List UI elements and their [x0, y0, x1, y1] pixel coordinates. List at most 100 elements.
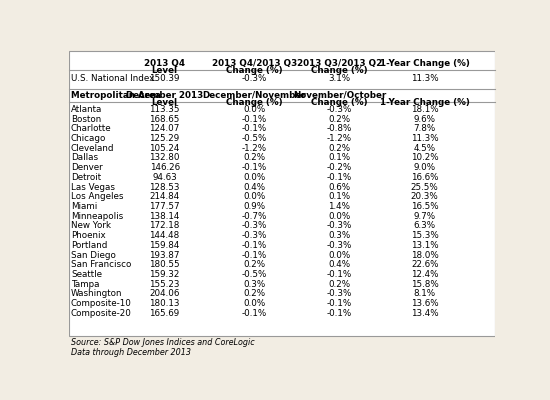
Text: 9.0%: 9.0% [414, 163, 436, 172]
Text: -0.1%: -0.1% [241, 241, 267, 250]
Text: 1-Year Change (%): 1-Year Change (%) [379, 98, 470, 107]
Text: -0.3%: -0.3% [327, 289, 352, 298]
Text: 146.26: 146.26 [150, 163, 180, 172]
Text: 4.5%: 4.5% [414, 144, 436, 153]
Text: Level: Level [152, 66, 178, 76]
Text: San Diego: San Diego [71, 250, 116, 260]
Text: 0.3%: 0.3% [243, 280, 265, 289]
Text: 0.9%: 0.9% [243, 202, 265, 211]
Text: 204.06: 204.06 [150, 289, 180, 298]
Text: 0.2%: 0.2% [243, 289, 265, 298]
Text: December 2013: December 2013 [126, 90, 204, 100]
Text: November/October: November/October [293, 90, 386, 100]
Text: U.S. National Index: U.S. National Index [71, 74, 154, 83]
Text: 168.65: 168.65 [150, 115, 180, 124]
Text: 0.2%: 0.2% [328, 115, 350, 124]
Text: -0.2%: -0.2% [327, 163, 352, 172]
Text: 0.1%: 0.1% [328, 192, 350, 201]
Text: 159.84: 159.84 [150, 241, 180, 250]
Text: 13.4%: 13.4% [411, 309, 438, 318]
Text: 11.3%: 11.3% [411, 134, 438, 143]
Text: 0.0%: 0.0% [328, 250, 350, 260]
Text: 2013 Q4: 2013 Q4 [144, 59, 185, 68]
Text: -0.3%: -0.3% [241, 222, 267, 230]
Text: 0.6%: 0.6% [328, 182, 350, 192]
Text: Las Vegas: Las Vegas [71, 182, 115, 192]
Text: -0.1%: -0.1% [241, 115, 267, 124]
Text: Level: Level [152, 98, 178, 107]
Text: Chicago: Chicago [71, 134, 106, 143]
Text: 159.32: 159.32 [150, 270, 180, 279]
Text: 138.14: 138.14 [150, 212, 180, 221]
Text: -0.5%: -0.5% [241, 134, 267, 143]
Text: 11.3%: 11.3% [411, 74, 438, 83]
Text: 105.24: 105.24 [150, 144, 180, 153]
Text: -0.1%: -0.1% [241, 250, 267, 260]
Text: Portland: Portland [71, 241, 107, 250]
Text: -1.2%: -1.2% [327, 134, 352, 143]
Text: -0.3%: -0.3% [241, 231, 267, 240]
Text: 0.2%: 0.2% [243, 154, 265, 162]
Text: 25.5%: 25.5% [411, 182, 438, 192]
Text: 7.8%: 7.8% [414, 124, 436, 133]
Text: 113.35: 113.35 [150, 105, 180, 114]
Text: 15.3%: 15.3% [411, 231, 438, 240]
Text: 6.3%: 6.3% [414, 222, 436, 230]
Text: -0.1%: -0.1% [241, 163, 267, 172]
Text: 0.0%: 0.0% [243, 299, 265, 308]
Text: 0.2%: 0.2% [328, 280, 350, 289]
Text: 1-Year Change (%): 1-Year Change (%) [379, 59, 470, 68]
Text: 8.1%: 8.1% [414, 289, 436, 298]
Text: Composite-10: Composite-10 [71, 299, 132, 308]
Text: Change (%): Change (%) [311, 66, 368, 76]
Text: Change (%): Change (%) [226, 66, 283, 76]
Text: -0.3%: -0.3% [327, 105, 352, 114]
Text: Miami: Miami [71, 202, 97, 211]
Text: 128.53: 128.53 [150, 182, 180, 192]
Text: 9.6%: 9.6% [414, 115, 436, 124]
Text: -0.3%: -0.3% [241, 74, 267, 83]
Text: San Francisco: San Francisco [71, 260, 131, 269]
Text: 0.3%: 0.3% [328, 231, 350, 240]
Text: 2013 Q3/2013 Q2: 2013 Q3/2013 Q2 [297, 59, 382, 68]
Text: -0.1%: -0.1% [241, 309, 267, 318]
Text: 18.1%: 18.1% [411, 105, 438, 114]
Text: 13.6%: 13.6% [411, 299, 438, 308]
Text: 16.6%: 16.6% [411, 173, 438, 182]
Text: 94.63: 94.63 [152, 173, 177, 182]
Text: 180.13: 180.13 [150, 299, 180, 308]
Text: 13.1%: 13.1% [411, 241, 438, 250]
Text: 0.0%: 0.0% [243, 105, 265, 114]
Text: Charlotte: Charlotte [71, 124, 112, 133]
Text: 18.0%: 18.0% [411, 250, 438, 260]
Text: Dallas: Dallas [71, 154, 98, 162]
Text: 0.4%: 0.4% [243, 182, 265, 192]
Text: 132.80: 132.80 [150, 154, 180, 162]
Text: New York: New York [71, 222, 111, 230]
Text: Cleveland: Cleveland [71, 144, 114, 153]
Text: 12.4%: 12.4% [411, 270, 438, 279]
Text: Boston: Boston [71, 115, 101, 124]
Text: 155.23: 155.23 [150, 280, 180, 289]
Text: Seattle: Seattle [71, 270, 102, 279]
Text: Atlanta: Atlanta [71, 105, 102, 114]
Text: December/November: December/November [202, 90, 306, 100]
Text: 9.7%: 9.7% [414, 212, 436, 221]
Text: 0.2%: 0.2% [243, 260, 265, 269]
Text: -0.1%: -0.1% [327, 299, 352, 308]
Text: Change (%): Change (%) [311, 98, 368, 107]
Text: 0.0%: 0.0% [243, 173, 265, 182]
Text: Minneapolis: Minneapolis [71, 212, 123, 221]
Text: -0.3%: -0.3% [327, 241, 352, 250]
Text: 0.1%: 0.1% [328, 154, 350, 162]
Text: Denver: Denver [71, 163, 103, 172]
Text: -0.1%: -0.1% [327, 270, 352, 279]
Text: 1.4%: 1.4% [328, 202, 350, 211]
Text: 3.1%: 3.1% [328, 74, 350, 83]
Text: -0.1%: -0.1% [241, 124, 267, 133]
Text: 124.07: 124.07 [150, 124, 180, 133]
Text: Los Angeles: Los Angeles [71, 192, 123, 201]
Text: -0.7%: -0.7% [241, 212, 267, 221]
Text: -0.8%: -0.8% [327, 124, 352, 133]
Text: Change (%): Change (%) [226, 98, 283, 107]
